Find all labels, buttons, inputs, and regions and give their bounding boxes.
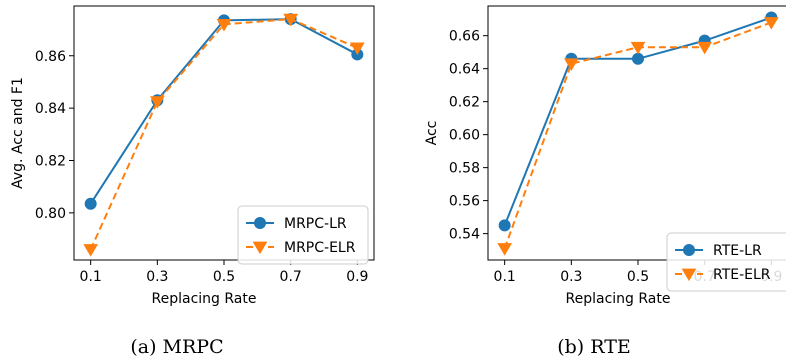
legend-label: MRPC-ELR [284, 240, 356, 256]
legend-box [666, 232, 786, 292]
chart-mrpc: 0.1 0.3 0.5 0.7 0.9 0.80 0.82 0.84 0.86 Replacing… [10, 5, 375, 307]
data-point [697, 41, 713, 55]
data-point [497, 243, 513, 256]
x-tick-label: 0.1 [80, 269, 102, 285]
legend-marker [254, 217, 266, 229]
legend-label: RTE-LR [713, 243, 762, 259]
y-tick-label: 0.82 [35, 153, 66, 169]
x-tick-label: 0.3 [560, 269, 582, 285]
legend-box [237, 205, 369, 265]
y-tick-label: 0.58 [449, 161, 480, 177]
data-point [84, 197, 97, 210]
y-tick-label: 0.84 [35, 101, 66, 117]
y-tick-label: 0.66 [449, 29, 480, 45]
x-axis-label: Replacing Rate [566, 291, 671, 307]
data-point [632, 52, 644, 65]
y-tick-label: 0.60 [449, 128, 480, 144]
legend-label: RTE-ELR [713, 267, 771, 283]
plot-area [497, 11, 779, 256]
legend-marker [683, 244, 695, 256]
y-tick-label: 0.54 [449, 227, 480, 243]
series-line-0 [89, 18, 358, 205]
data-point [149, 96, 165, 109]
legend: RTE-LR RTE-ELR [666, 232, 786, 292]
x-tick-label: 0.5 [213, 269, 235, 285]
caption-rte: (b) RTE [557, 336, 631, 358]
y-tick-label: 0.64 [449, 62, 480, 78]
y-tick-label: 0.62 [449, 95, 480, 111]
x-tick-label: 0.3 [146, 269, 168, 285]
data-point [563, 58, 579, 71]
y-axis-label: Acc [424, 121, 440, 146]
x-tick-label: 0.5 [627, 269, 649, 285]
data-point [83, 244, 99, 257]
data-point [349, 42, 365, 56]
legend-marker [681, 268, 697, 282]
y-tick-label: 0.80 [35, 206, 66, 222]
legend: MRPC-LR MRPC-ELR [237, 205, 369, 265]
chart-rte: 0.10.30.50.70.90.540.560.580.600.620.640… [424, 5, 786, 307]
caption-mrpc: (a) MRPC [130, 336, 224, 358]
y-tick-label: 0.86 [35, 49, 66, 65]
x-tick-label: 0.7 [280, 269, 302, 285]
data-point [216, 18, 232, 32]
plot-area [83, 13, 365, 257]
x-tick-label: 0.9 [346, 269, 368, 285]
data-point [283, 13, 299, 27]
x-axis-label: Replacing Rate [152, 291, 257, 307]
legend-marker [252, 241, 268, 255]
x-tick-label: 0.1 [494, 269, 516, 285]
y-axis-label: Avg. Acc and F1 [10, 77, 26, 189]
legend-label: MRPC-LR [284, 216, 347, 232]
data-point [630, 41, 646, 55]
y-tick-label: 0.56 [449, 194, 480, 210]
data-point [498, 219, 511, 232]
data-point [763, 17, 779, 30]
